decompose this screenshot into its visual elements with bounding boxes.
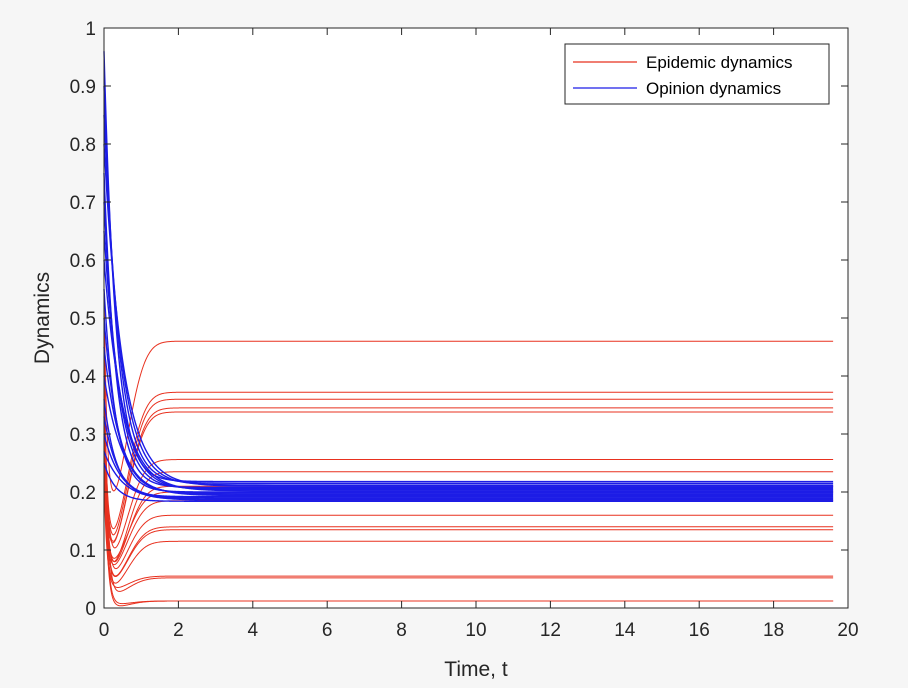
plot-area: [104, 28, 848, 608]
opinion-line: [103, 259, 834, 492]
x-tick-label: 4: [248, 620, 259, 641]
legend: Epidemic dynamics Opinion dynamics: [564, 43, 830, 105]
x-tick-label: 18: [763, 620, 784, 641]
y-tick-label: 1: [85, 19, 96, 40]
opinion-line: [103, 85, 834, 484]
opinion-line: [103, 416, 834, 499]
y-tick-label: 0.8: [70, 135, 96, 156]
epidemic-line: [103, 411, 834, 544]
x-tick-label: 10: [465, 620, 486, 641]
x-tick-label: 14: [614, 620, 636, 641]
x-tick-label: 6: [322, 620, 333, 641]
epidemic-line: [103, 422, 834, 562]
legend-epidemic-label: Epidemic dynamics: [646, 53, 792, 72]
x-tick-label: 2: [173, 620, 184, 641]
epidemic-line: [103, 480, 834, 588]
epidemic-series-group: [103, 288, 834, 607]
opinion-line: [103, 114, 834, 486]
opinion-series-group: [103, 51, 834, 502]
x-tick-label: 12: [540, 620, 561, 641]
opinion-line: [103, 375, 834, 497]
epidemic-line: [103, 416, 834, 577]
epidemic-line: [103, 387, 834, 536]
y-tick-label: 0: [85, 599, 96, 620]
y-tick-label: 0.3: [70, 425, 96, 446]
y-tick-label: 0.9: [70, 77, 96, 98]
tick-marks: [103, 27, 849, 609]
x-tick-label: 20: [837, 620, 858, 641]
y-tick-label: 0.1: [70, 541, 96, 562]
x-tick-label: 8: [396, 620, 407, 641]
epidemic-line: [103, 451, 834, 584]
legend-opinion-label: Opinion dynamics: [646, 79, 781, 98]
opinion-line: [103, 143, 834, 487]
epidemic-line: [103, 364, 834, 570]
y-tick-label: 0.6: [70, 251, 96, 272]
epidemic-line: [103, 428, 834, 607]
epidemic-line: [103, 317, 834, 592]
opinion-line: [103, 462, 834, 502]
opinion-line: [103, 433, 834, 500]
epidemic-line: [103, 346, 834, 549]
y-tick-label: 0.7: [70, 193, 96, 214]
y-tick-label: 0.4: [70, 367, 97, 388]
y-tick-label: 0.5: [70, 309, 96, 330]
y-axis-title: Dynamics: [31, 272, 54, 364]
y-tick-label: 0.2: [70, 483, 96, 504]
epidemic-line: [103, 433, 834, 578]
x-axis-title: Time, t: [444, 658, 508, 681]
x-tick-label: 0: [99, 620, 110, 641]
tick-labels: 0 2 4 6 8 10 12 14 16 18 20 0 0.1 0.2 0.3 0.4 0.5 0.6 0.7 0…: [70, 19, 859, 641]
opinion-line: [103, 451, 834, 501]
legend-box: [564, 43, 830, 105]
x-tick-label: 16: [689, 620, 710, 641]
